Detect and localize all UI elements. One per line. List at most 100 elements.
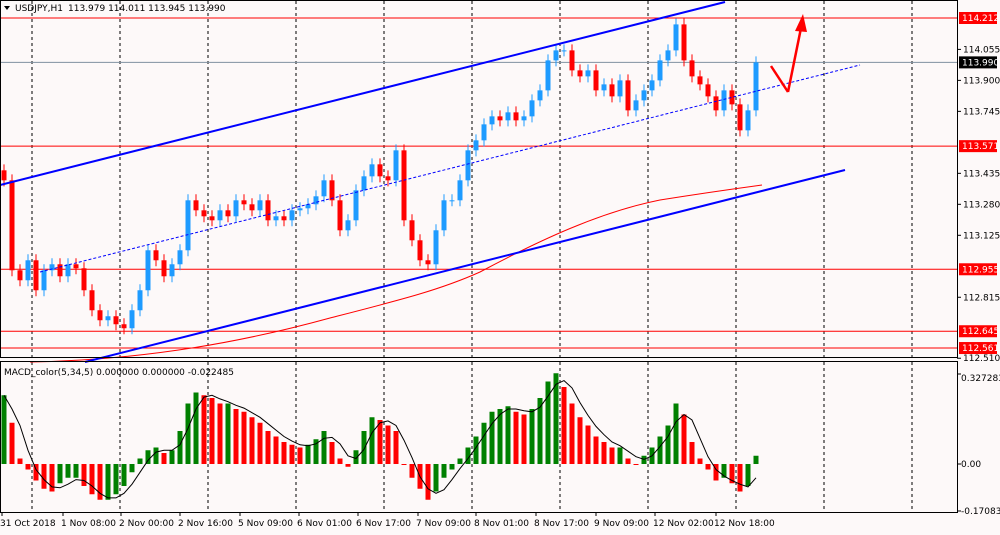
bear-candle[interactable] (241, 194, 247, 211)
bear-candle[interactable] (609, 78, 615, 103)
bear-candle[interactable] (337, 194, 343, 237)
bear-candle[interactable] (265, 194, 271, 227)
bull-candle[interactable] (233, 194, 239, 223)
bull-candle[interactable] (721, 84, 727, 117)
bear-candle[interactable] (249, 198, 255, 217)
bear-candle[interactable] (713, 90, 719, 117)
bear-candle[interactable] (193, 194, 199, 217)
bear-candle[interactable] (161, 254, 167, 283)
bear-candle[interactable] (121, 318, 127, 335)
bull-candle[interactable] (537, 84, 543, 107)
bear-candle[interactable] (225, 204, 231, 223)
bear-candle[interactable] (17, 264, 23, 287)
bull-candle[interactable] (649, 74, 655, 97)
bull-candle[interactable] (345, 214, 351, 237)
bear-candle[interactable] (9, 174, 15, 277)
bear-candle[interactable] (57, 258, 63, 283)
bear-candle[interactable] (697, 70, 703, 91)
bull-candle[interactable] (137, 284, 143, 317)
bull-candle[interactable] (489, 110, 495, 131)
bull-candle[interactable] (105, 310, 111, 327)
bull-candle[interactable] (369, 158, 375, 183)
bull-candle[interactable] (393, 144, 399, 187)
bear-candle[interactable] (593, 64, 599, 97)
bull-candle[interactable] (177, 244, 183, 271)
bull-candle[interactable] (553, 44, 559, 67)
bear-candle[interactable] (281, 210, 287, 227)
bull-candle[interactable] (169, 258, 175, 283)
bear-candle[interactable] (729, 84, 735, 111)
bull-candle[interactable] (481, 118, 487, 147)
bear-candle[interactable] (73, 258, 79, 275)
middle-channel-line[interactable] (39, 64, 861, 273)
forecast-up-stroke[interactable] (786, 27, 803, 93)
bear-candle[interactable] (705, 78, 711, 103)
bull-candle[interactable] (529, 94, 535, 123)
bull-candle[interactable] (361, 170, 367, 197)
bull-candle[interactable] (217, 204, 223, 227)
bull-candle[interactable] (297, 202, 303, 217)
bear-candle[interactable] (329, 174, 335, 207)
bear-candle[interactable] (401, 144, 407, 227)
bull-candle[interactable] (753, 56, 759, 117)
bull-candle[interactable] (457, 174, 463, 207)
bear-candle[interactable] (737, 98, 743, 137)
bull-candle[interactable] (505, 106, 511, 127)
bull-candle[interactable] (65, 258, 71, 283)
bull-candle[interactable] (601, 78, 607, 97)
bull-candle[interactable] (617, 74, 623, 103)
bear-candle[interactable] (497, 110, 503, 127)
bull-candle[interactable] (25, 254, 31, 287)
dropdown-triangle-icon[interactable] (4, 6, 10, 10)
bull-candle[interactable] (745, 104, 751, 137)
bull-candle[interactable] (441, 194, 447, 237)
bull-candle[interactable] (465, 144, 471, 187)
bear-candle[interactable] (625, 74, 631, 117)
lower-channel-line[interactable] (84, 169, 846, 363)
bull-candle[interactable] (657, 54, 663, 87)
bull-candle[interactable] (561, 44, 567, 57)
bull-candle[interactable] (129, 304, 135, 335)
bull-candle[interactable] (273, 210, 279, 227)
bull-candle[interactable] (305, 198, 311, 215)
bull-candle[interactable] (585, 64, 591, 83)
upper-channel-line[interactable] (0, 1, 726, 186)
bull-candle[interactable] (145, 244, 151, 297)
bull-candle[interactable] (353, 184, 359, 227)
bear-candle[interactable] (33, 254, 39, 297)
bear-candle[interactable] (385, 170, 391, 187)
bear-candle[interactable] (409, 214, 415, 247)
bull-candle[interactable] (41, 264, 47, 297)
time-axis[interactable]: 31 Oct 2018 1 Nov 08:00 2 Nov 00:00 2 Nov 1… (0, 512, 775, 529)
bull-candle[interactable] (673, 18, 679, 57)
bear-candle[interactable] (425, 254, 431, 271)
bull-candle[interactable] (313, 190, 319, 211)
bear-candle[interactable] (113, 310, 119, 331)
bear-candle[interactable] (201, 204, 207, 223)
bull-candle[interactable] (473, 134, 479, 157)
bear-candle[interactable] (377, 158, 383, 183)
bull-candle[interactable] (257, 194, 263, 217)
price-axis[interactable]: 114.212 113.571 112.955 112.645 112.561 113.9… (957, 12, 1000, 364)
bull-candle[interactable] (633, 94, 639, 117)
bull-candle[interactable] (449, 194, 455, 207)
bull-candle[interactable] (433, 224, 439, 271)
bear-candle[interactable] (209, 210, 215, 227)
bear-candle[interactable] (681, 18, 687, 67)
bull-candle[interactable] (49, 258, 55, 277)
bear-candle[interactable] (97, 304, 103, 327)
bull-candle[interactable] (185, 194, 191, 257)
bull-candle[interactable] (521, 110, 527, 127)
bear-candle[interactable] (81, 262, 87, 297)
bear-candle[interactable] (153, 244, 159, 267)
bear-candle[interactable] (89, 284, 95, 317)
bear-candle[interactable] (577, 64, 583, 83)
bull-candle[interactable] (641, 84, 647, 107)
bear-candle[interactable] (569, 44, 575, 77)
bear-candle[interactable] (417, 234, 423, 267)
bear-candle[interactable] (1, 164, 7, 187)
bear-candle[interactable] (689, 54, 695, 83)
bull-candle[interactable] (665, 44, 671, 67)
bull-candle[interactable] (545, 54, 551, 97)
